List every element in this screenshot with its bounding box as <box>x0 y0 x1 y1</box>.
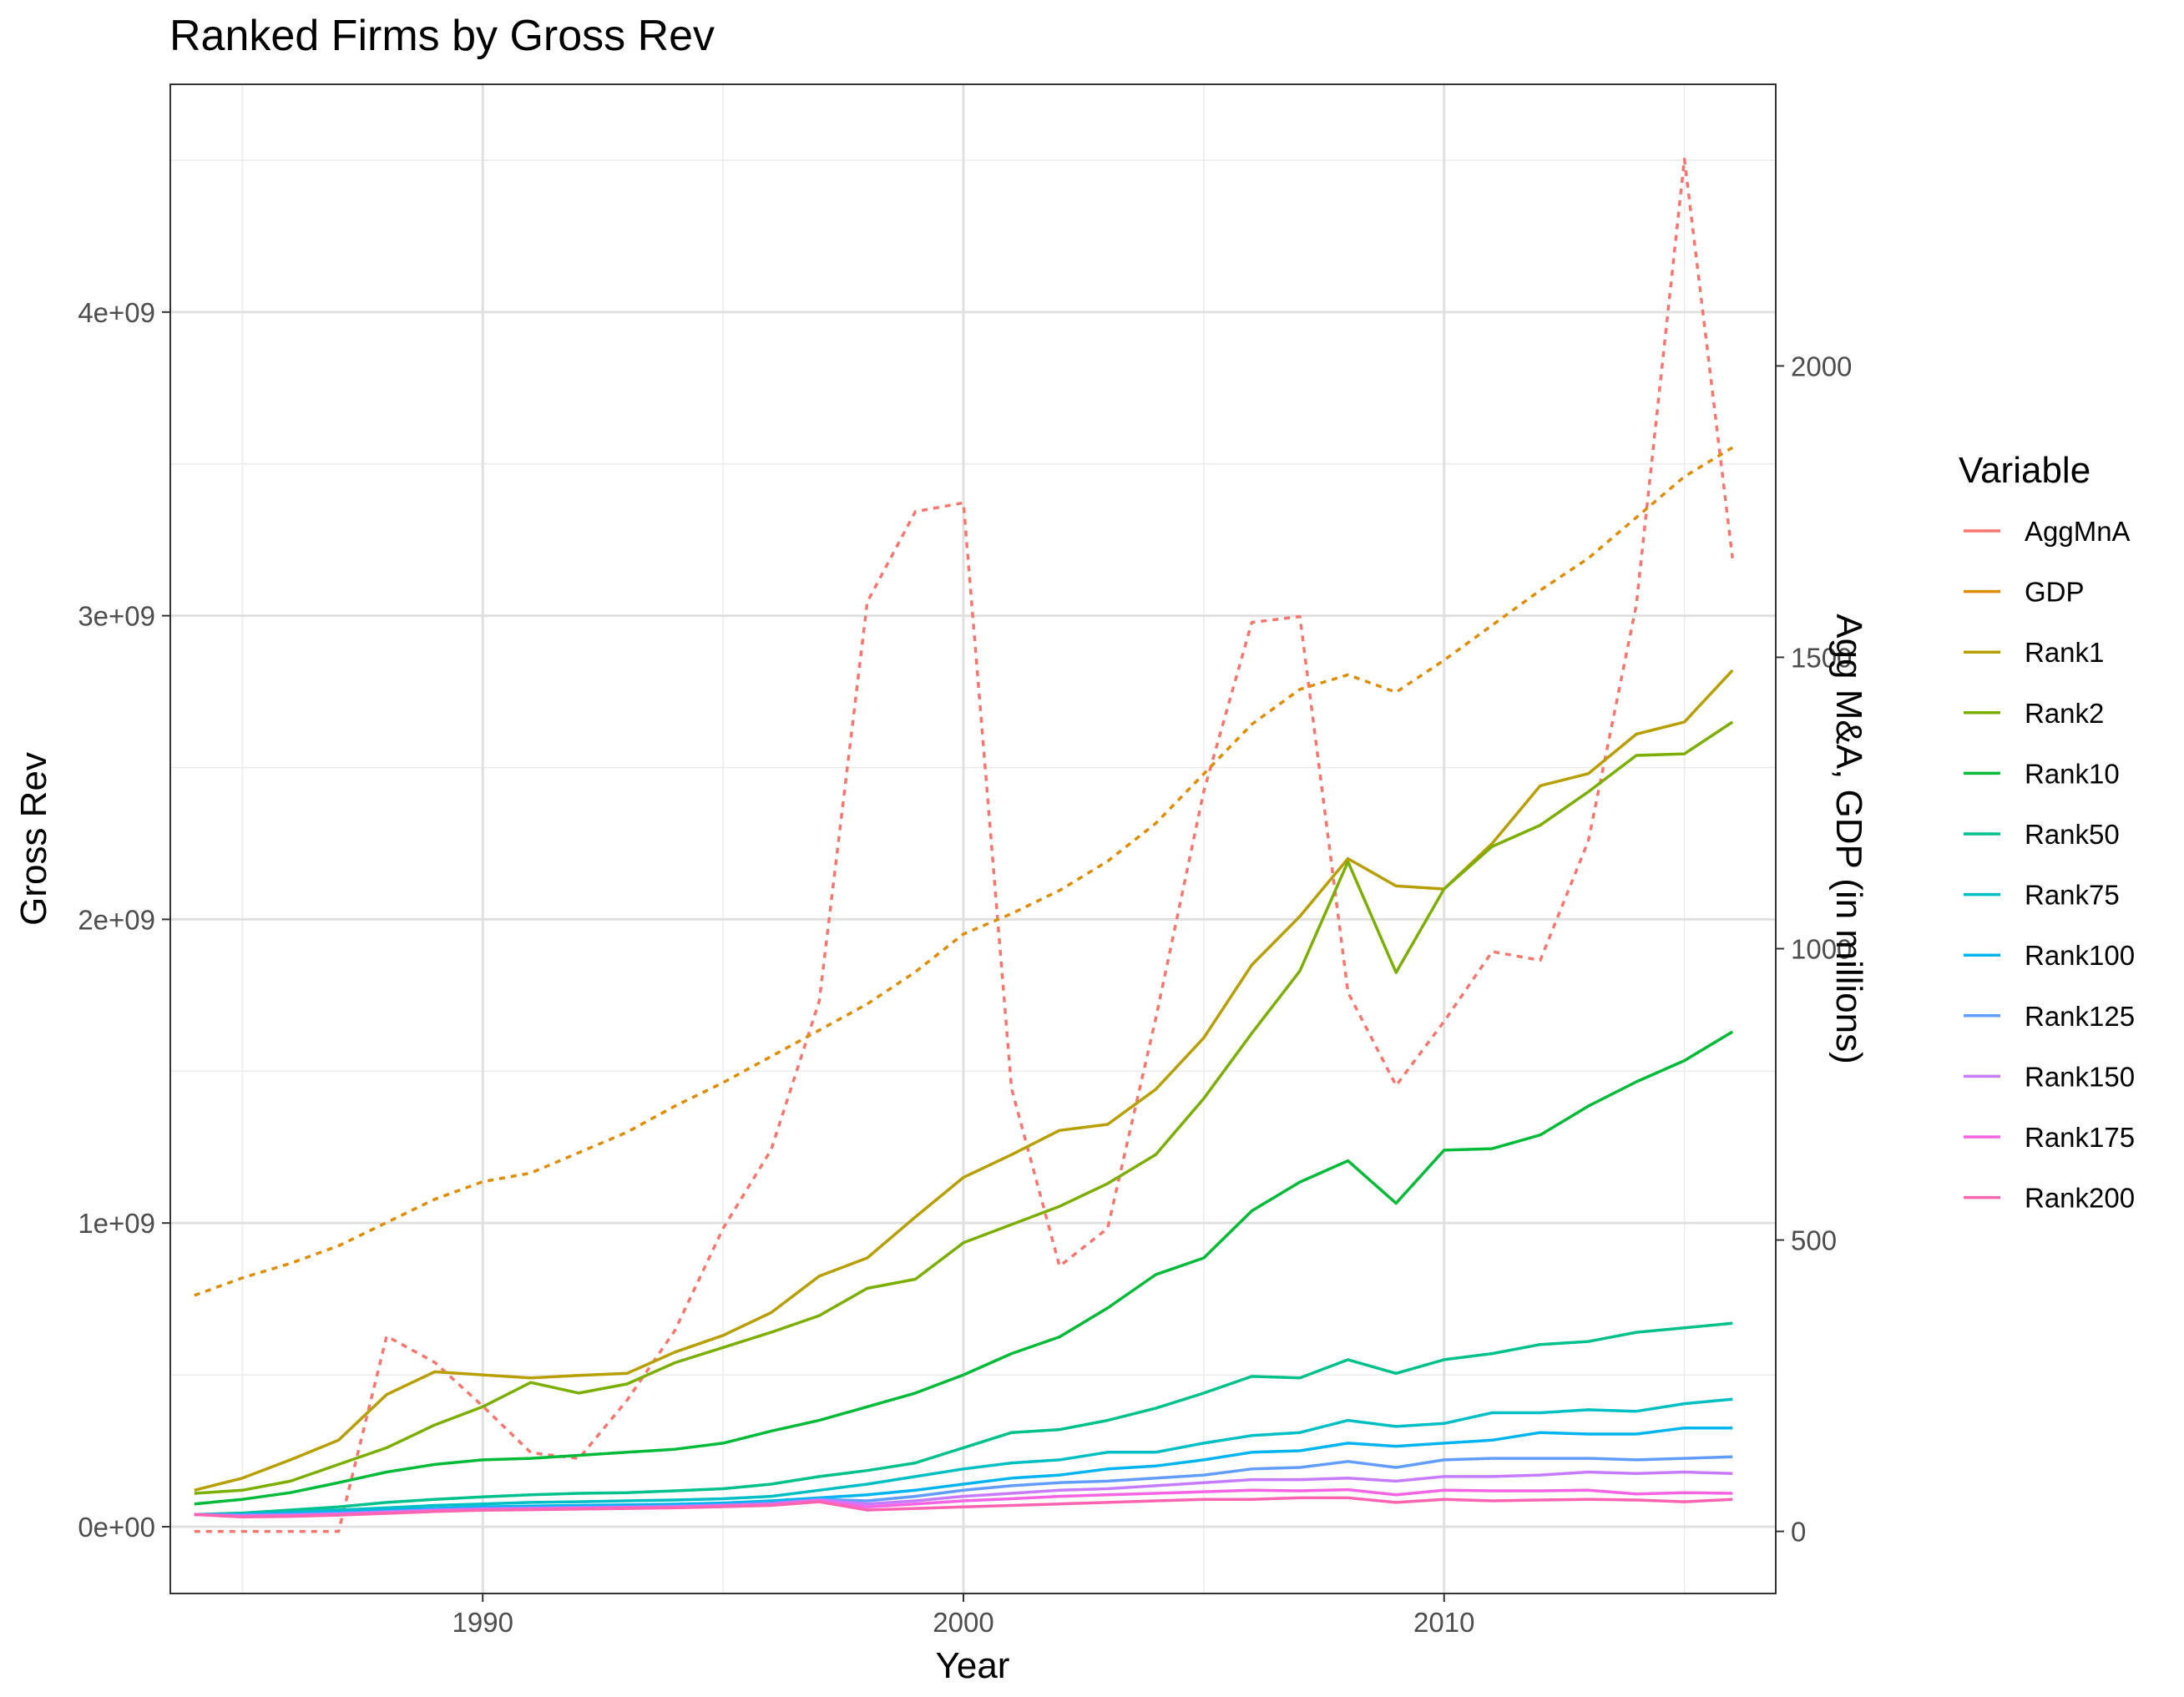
y-tick-label: 2e+09 <box>78 904 155 935</box>
y2-axis-ticks: 0 500 1000 1500 2000 <box>1776 351 1852 1548</box>
series-line-aggmna <box>194 157 1734 1533</box>
legend-title: Variable <box>1959 450 2090 491</box>
series-line-rank200 <box>194 1496 1733 1519</box>
series-line-rank1 <box>194 669 1734 1492</box>
series-layer <box>194 157 1734 1533</box>
series-line-rank50 <box>194 1321 1733 1517</box>
x-axis-ticks: 1990 2000 2010 <box>452 1593 1474 1638</box>
legend-label-rank2: Rank2 <box>2025 698 2104 729</box>
legend-label-rank175: Rank175 <box>2025 1122 2135 1153</box>
y-tick-label: 0e+00 <box>78 1512 155 1543</box>
y2-tick-label: 1000 <box>1791 933 1852 964</box>
y2-tick-label: 2000 <box>1791 351 1852 381</box>
legend-label-rank10: Rank10 <box>2025 758 2120 789</box>
series-line-rank2 <box>194 720 1734 1495</box>
series-line-rank75 <box>194 1397 1733 1517</box>
plot-background <box>170 84 1776 1593</box>
legend-label-aggmna: AggMnA <box>2025 516 2131 547</box>
y-tick-label: 1e+09 <box>78 1208 155 1239</box>
y2-tick-label: 500 <box>1791 1225 1837 1256</box>
legend-label-rank50: Rank50 <box>2025 819 2120 850</box>
legend-label-gdp: GDP <box>2025 577 2085 608</box>
legend-label-rank75: Rank75 <box>2025 880 2120 911</box>
grid-minor <box>170 84 1776 1593</box>
y-tick-label: 4e+09 <box>78 297 155 328</box>
x-tick-label: 2000 <box>933 1607 993 1638</box>
plot-border <box>169 83 1777 1594</box>
y-axis-ticks: 0e+00 1e+09 2e+09 3e+09 4e+09 <box>78 297 170 1543</box>
legend-label-rank125: Rank125 <box>2025 1001 2135 1032</box>
legend-label-rank150: Rank150 <box>2025 1061 2135 1092</box>
grid-major <box>170 84 1776 1593</box>
series-line-gdp <box>194 446 1734 1297</box>
legend-label-rank200: Rank200 <box>2025 1183 2135 1214</box>
legend: Variable AggMnA GDP Rank1 Rank2 Rank10 Rank50… <box>1959 450 2135 1214</box>
y2-tick-label: 1500 <box>1791 642 1852 673</box>
series-line-rank10 <box>194 1030 1734 1506</box>
legend-label-rank100: Rank100 <box>2025 940 2135 971</box>
chart-title: Ranked Firms by Gross Rev <box>169 12 715 60</box>
y2-tick-label: 0 <box>1791 1517 1806 1548</box>
y-tick-label: 3e+09 <box>78 601 155 632</box>
x-tick-label: 1990 <box>452 1607 513 1638</box>
x-tick-label: 2010 <box>1413 1607 1474 1638</box>
legend-label-rank1: Rank1 <box>2025 637 2104 668</box>
y-axis-title: Gross Rev <box>13 752 54 926</box>
x-axis-title: Year <box>936 1645 1010 1686</box>
y2-axis-title: Agg M&A, GDP (in millions) <box>1828 614 1869 1064</box>
